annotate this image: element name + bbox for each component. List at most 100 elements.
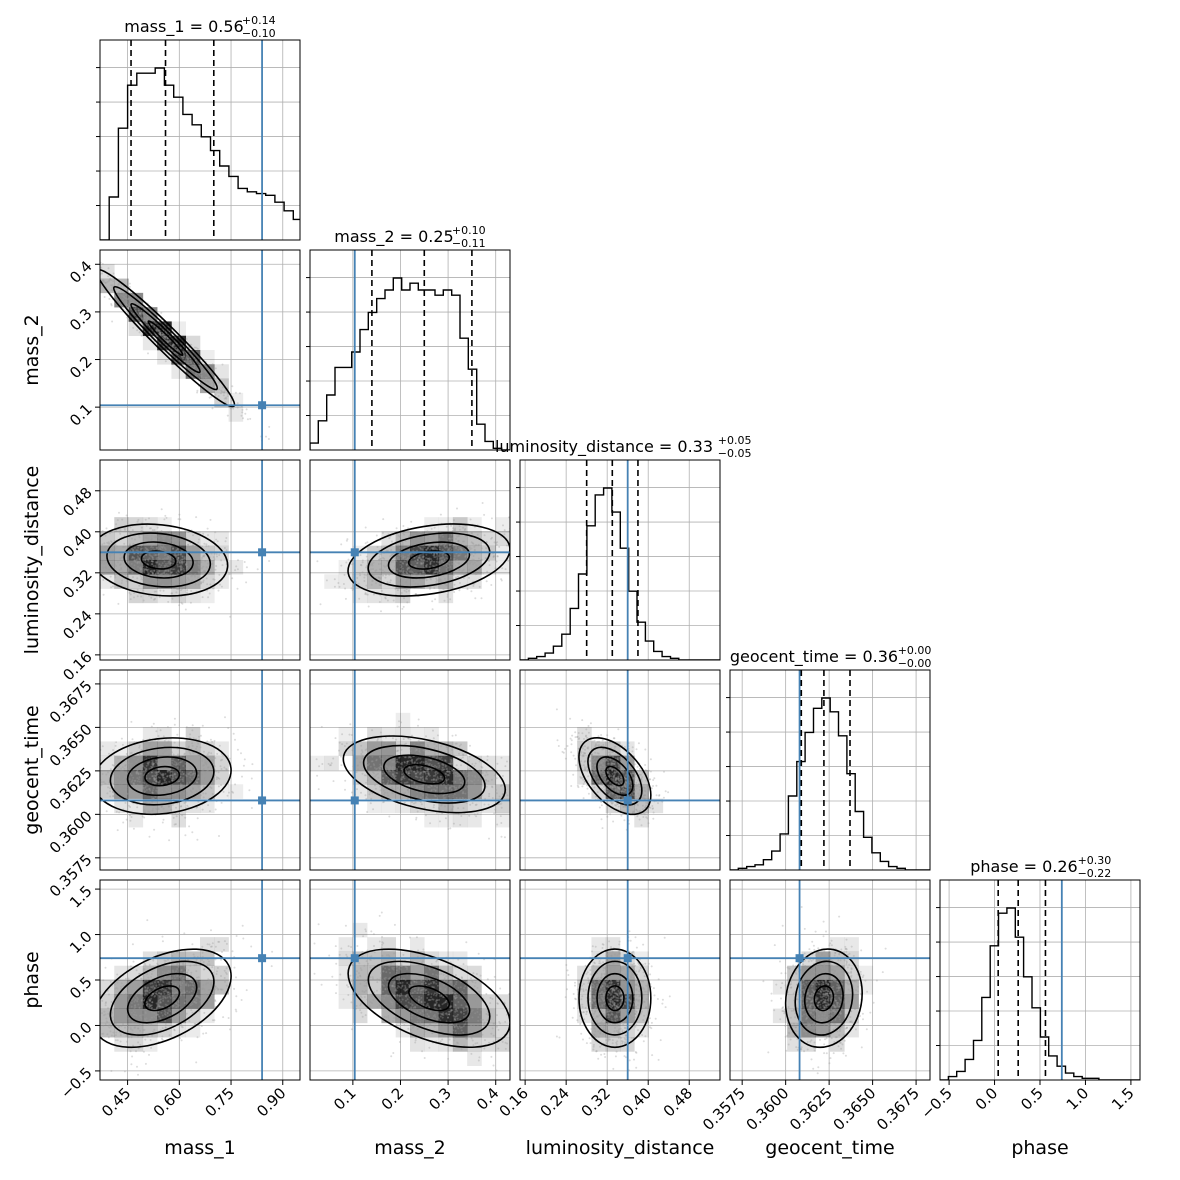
sample-point [154,778,157,781]
sample-point [133,786,136,789]
sample-point [394,543,397,546]
sample-point [156,781,159,784]
sample-point [187,531,190,533]
density-bin [214,741,229,757]
sample-point [432,774,435,777]
sample-point [124,529,126,531]
sample-point [507,559,510,562]
sample-point [338,585,341,588]
sample-point [175,539,178,541]
sample-point [396,769,399,772]
density-bin [128,770,144,785]
sample-point [162,767,165,770]
sample-point [209,786,212,788]
sample-point [153,554,156,557]
sample-point [426,775,428,778]
sample-point [161,772,164,775]
sample-point [434,785,436,788]
sample-point [150,765,153,768]
sample-point [471,560,474,563]
sample-point [169,789,172,792]
sample-point [150,560,153,563]
sample-point [439,578,442,581]
sample-point [474,804,477,806]
sample-point [150,797,153,800]
sample-point [223,766,226,769]
sample-point [127,561,130,564]
sample-point [125,575,128,578]
sample-point [373,767,376,769]
sample-point [444,543,447,546]
sample-point [97,557,99,559]
density-bin [100,741,115,757]
sample-point [102,566,105,569]
sample-point [135,772,138,775]
sample-point [194,583,197,586]
sample-point [448,543,451,546]
density-bin [381,574,397,589]
sample-point [144,768,147,771]
sample-point [416,769,419,772]
sample-point [185,586,188,589]
sample-point [447,566,449,569]
sample-point [427,537,429,540]
sample-point [125,788,128,791]
sample-point [443,545,446,548]
sample-point [141,318,144,321]
sample-point [453,793,456,796]
sample-point [193,365,196,368]
sample-point [421,571,424,574]
density-bin [142,588,158,604]
sample-point [147,549,150,552]
sample-point [382,801,385,804]
density-bin [114,770,129,785]
sample-point [115,741,118,744]
sample-point [199,365,202,368]
sample-point [427,786,430,788]
sample-point [454,742,457,745]
density-bin [452,755,468,771]
sample-point [159,331,161,334]
sample-point [195,516,198,519]
sample-point [125,297,127,300]
sample-point [317,788,320,791]
sample-point [156,574,159,577]
sample-point [193,774,196,777]
sample-point [452,794,455,797]
sample-point [119,558,122,560]
sample-point [399,566,402,569]
sample-point [415,772,418,775]
sample-point [125,303,128,306]
sample-point [506,794,509,797]
density-bin [410,784,425,799]
sample-point [133,314,136,317]
sample-point [410,784,413,787]
sample-point [471,763,474,765]
sample-point [191,574,194,577]
sample-point [202,764,205,767]
sample-point [456,771,458,774]
sample-point [503,529,506,532]
sample-point [176,763,179,766]
sample-point [132,548,135,551]
sample-point [422,561,425,564]
sample-point [170,539,173,542]
sample-point [475,573,478,575]
sample-point [384,752,387,755]
sample-point [490,584,493,586]
sample-point [221,363,224,366]
sample-point [457,554,460,557]
sample-point [115,523,118,526]
density-bin [214,531,229,547]
sample-point [365,593,368,596]
sample-point [437,571,439,574]
sample-point [102,279,105,282]
sample-point [140,796,143,799]
sample-point [172,539,175,542]
sample-point [365,774,368,777]
sample-point [422,749,425,752]
sample-point [190,545,193,548]
sample-point [416,786,419,789]
density-bin [157,741,172,757]
sample-point [139,567,141,570]
